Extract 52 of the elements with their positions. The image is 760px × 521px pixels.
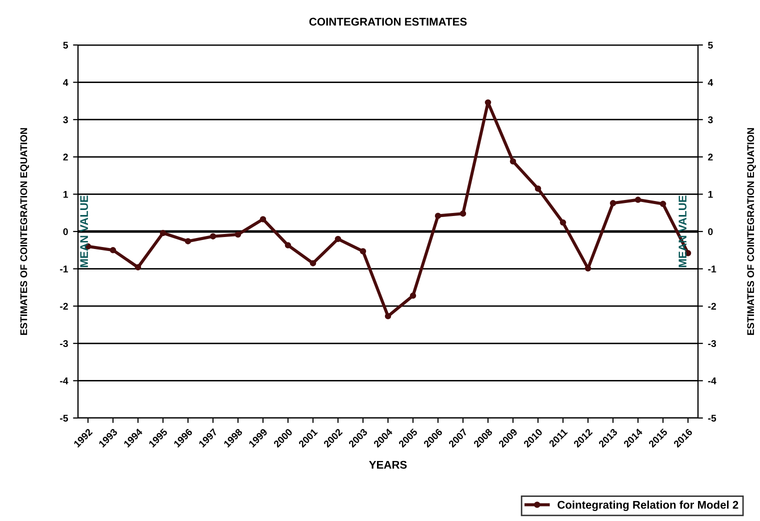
y2-tick-label: -3 [708,340,716,348]
y-tick-label: -3 [60,340,68,348]
y2-tick-label: -4 [708,378,716,384]
y-tick-label: 5 [63,42,68,49]
x-axis-title: YEARS [369,460,407,469]
point [334,236,342,242]
point [284,242,292,248]
point [484,99,492,106]
point [384,313,392,320]
point [184,238,192,244]
point [210,233,216,240]
y2-tick-label: -5 [708,414,716,422]
point [110,247,116,254]
y2-tick-label: 0 [708,228,713,236]
y-tick-label: -2 [60,302,68,310]
y-tick-label: -5 [60,414,68,422]
point [560,219,566,226]
point [634,196,642,203]
ref-line-label: MEAN VALUE [80,196,88,268]
point [534,185,542,192]
point [234,231,242,238]
y-tick-label: 1 [63,191,68,198]
y-tick-label: 0 [63,228,68,236]
y2-axis-title: ESTIMATES OF COINTEGRATION EQUATION [747,128,756,335]
point [610,200,616,206]
chart-title: COINTEGRATION ESTIMATES [309,18,467,26]
y-tick-label: -4 [60,378,68,384]
y2-tick-label: 4 [708,79,714,86]
y-tick-label: 4 [63,79,68,86]
y-tick-label: -1 [60,266,68,272]
point [160,230,166,236]
legend-label: Cointegrating Relation for Model 2 [558,500,738,511]
y-axis-title: ESTIMATES OF COINTEGRATION EQUATION [20,128,29,335]
point [510,158,516,164]
point [134,264,142,270]
point [360,248,366,254]
point [660,200,666,208]
y2-tick-label: -1 [708,266,716,272]
y2-tick-label: 3 [708,116,713,124]
point [310,260,316,266]
annotation: MEAN VALUE [678,196,687,268]
point [260,216,266,222]
y-tick-label: 3 [63,116,68,124]
y2-tick-label: 1 [708,191,713,198]
y2-tick-label: 2 [708,154,713,160]
y2-tick-label: 5 [708,42,713,49]
y2-tick-label: -2 [708,302,716,310]
point [434,212,442,219]
y-tick-label: 2 [63,154,68,160]
point [460,210,466,217]
point [410,292,416,299]
point [584,265,592,272]
